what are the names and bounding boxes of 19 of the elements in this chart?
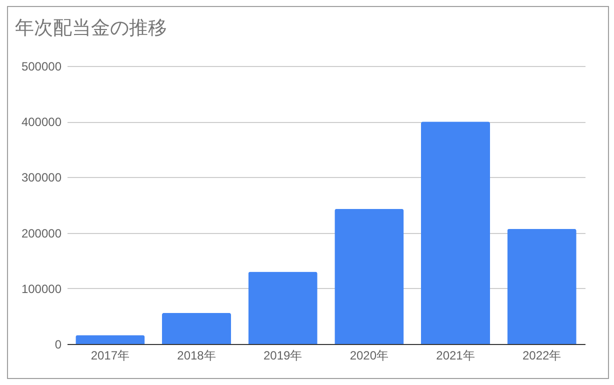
y-tick-label: 300000 bbox=[21, 170, 62, 185]
x-tick-label: 2021年 bbox=[436, 348, 475, 362]
y-tick-label: 100000 bbox=[21, 282, 62, 296]
y-tick-label: 200000 bbox=[21, 226, 62, 240]
x-tick-label: 2020年 bbox=[350, 348, 389, 362]
bar bbox=[76, 335, 145, 344]
bar bbox=[334, 208, 404, 344]
y-tick-label: 0 bbox=[54, 338, 62, 352]
bar bbox=[248, 272, 318, 344]
x-tick-label: 2017年 bbox=[90, 348, 130, 362]
bar bbox=[420, 122, 490, 344]
bar bbox=[507, 228, 576, 344]
x-tick-label: 2018年 bbox=[177, 348, 216, 362]
bar bbox=[162, 312, 232, 344]
x-tick-label: 2022年 bbox=[522, 348, 562, 362]
chart-title: 年次配当金の推移 bbox=[15, 18, 167, 39]
x-tick-label: 2019年 bbox=[263, 348, 302, 362]
y-tick-label: 500000 bbox=[21, 60, 62, 74]
y-tick-label: 400000 bbox=[21, 115, 62, 130]
